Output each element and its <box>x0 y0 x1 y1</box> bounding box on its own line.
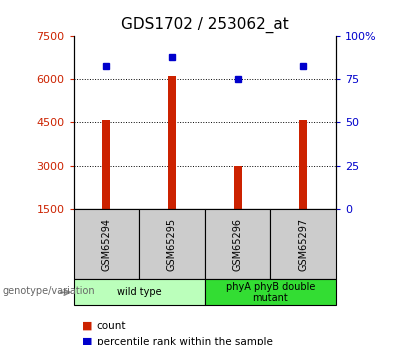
Text: percentile rank within the sample: percentile rank within the sample <box>97 337 273 345</box>
Bar <box>299 120 307 209</box>
Text: GSM65295: GSM65295 <box>167 218 177 270</box>
Title: GDS1702 / 253062_at: GDS1702 / 253062_at <box>121 17 289 33</box>
Text: count: count <box>97 321 126 331</box>
Text: GSM65297: GSM65297 <box>298 218 308 270</box>
Text: wild type: wild type <box>117 287 161 297</box>
Text: ■: ■ <box>82 321 92 331</box>
Text: phyA phyB double
mutant: phyA phyB double mutant <box>226 282 315 303</box>
Text: ■: ■ <box>82 337 92 345</box>
Text: GSM65294: GSM65294 <box>101 218 111 270</box>
Text: genotype/variation: genotype/variation <box>2 286 95 296</box>
Bar <box>234 166 241 209</box>
Bar <box>168 77 176 209</box>
Bar <box>102 120 110 209</box>
Text: GSM65296: GSM65296 <box>233 218 243 270</box>
